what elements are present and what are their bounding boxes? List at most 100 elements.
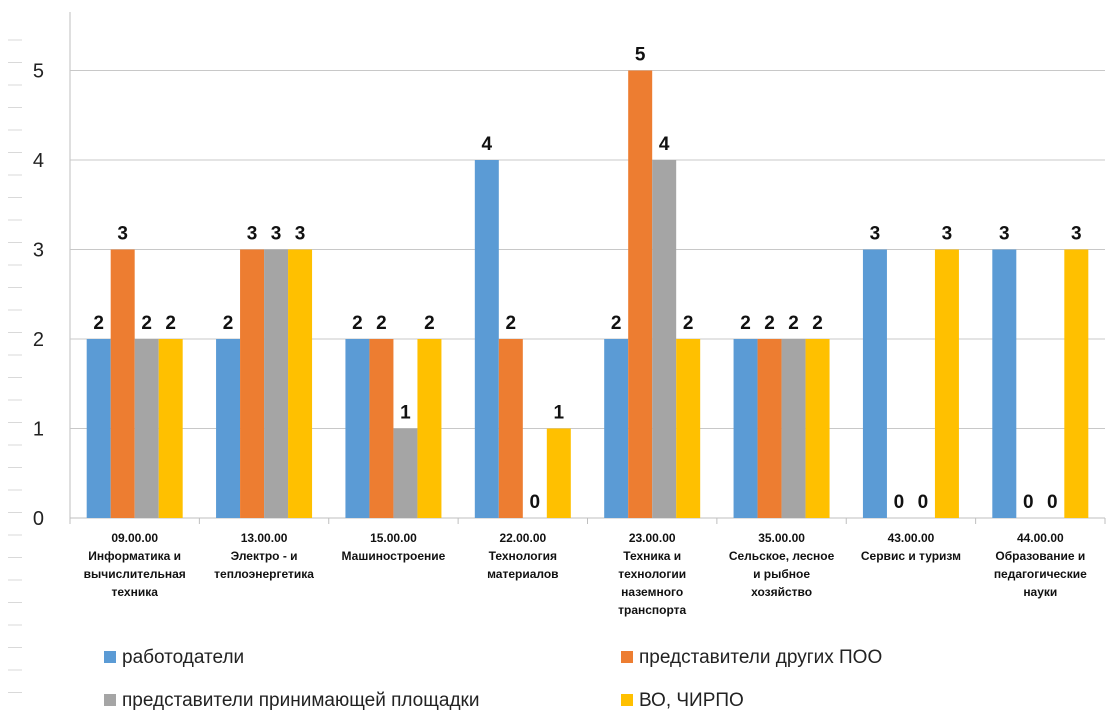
bar <box>805 339 830 518</box>
legend-swatch <box>621 651 633 663</box>
bar <box>652 160 677 518</box>
data-label: 2 <box>223 313 234 334</box>
bar <box>934 249 959 518</box>
x-tick-label: и рыбное <box>753 567 810 581</box>
x-tick-label: материалов <box>487 567 559 581</box>
x-tick-label: Сервис и туризм <box>861 549 961 563</box>
data-label: 3 <box>1071 224 1082 245</box>
bar <box>604 339 629 518</box>
x-tick-label: Электро - и <box>231 549 298 563</box>
x-tick-label: педагогические <box>994 567 1087 581</box>
bar <box>240 249 265 518</box>
data-label: 2 <box>611 313 622 334</box>
bar <box>781 339 806 518</box>
bar <box>345 339 370 518</box>
bar <box>628 70 653 518</box>
data-label: 0 <box>894 492 905 513</box>
data-label: 1 <box>554 403 565 424</box>
data-label: 3 <box>942 224 953 245</box>
x-tick-label: 43.00.00 <box>888 531 935 545</box>
data-label: 2 <box>764 313 775 334</box>
data-label: 2 <box>141 313 152 334</box>
legend-label: представители других ПОО <box>639 647 882 668</box>
y-tick-label: 3 <box>33 240 44 262</box>
y-tick-label: 0 <box>33 508 44 530</box>
y-tick-label: 5 <box>33 61 44 83</box>
bar <box>474 160 499 518</box>
data-label: 2 <box>93 313 104 334</box>
x-tick-label: Образование и <box>995 549 1085 563</box>
bar <box>216 339 241 518</box>
bar <box>134 339 159 518</box>
x-tick-label: 35.00.00 <box>758 531 805 545</box>
data-label: 4 <box>659 134 670 155</box>
bar <box>158 339 183 518</box>
bar <box>393 428 418 518</box>
bar <box>110 249 135 518</box>
data-label: 5 <box>635 45 646 66</box>
x-tick-label: теплоэнергетика <box>214 567 314 581</box>
legend-label: работодатели <box>122 647 244 668</box>
x-tick-label: 23.00.00 <box>629 531 676 545</box>
x-tick-label: 13.00.00 <box>241 531 288 545</box>
data-label: 0 <box>530 492 541 513</box>
bar <box>733 339 758 518</box>
data-label: 3 <box>999 224 1010 245</box>
data-label: 3 <box>117 224 128 245</box>
data-label: 2 <box>812 313 823 334</box>
x-tick-label: 44.00.00 <box>1017 531 1064 545</box>
data-label: 2 <box>788 313 799 334</box>
x-tick-label: 15.00.00 <box>370 531 417 545</box>
y-tick-label: 2 <box>33 329 44 351</box>
legend-swatch <box>621 694 633 706</box>
legend-label: ВО, ЧИРПО <box>639 690 744 711</box>
bar <box>417 339 442 518</box>
x-tick-label: хозяйство <box>751 585 812 599</box>
bar <box>264 249 289 518</box>
data-label: 0 <box>1023 492 1034 513</box>
bar <box>862 249 887 518</box>
x-tick-label: Технология <box>489 549 557 563</box>
data-label: 3 <box>271 224 282 245</box>
data-label: 4 <box>482 134 493 155</box>
bar <box>757 339 782 518</box>
y-tick-label: 1 <box>33 419 44 441</box>
legend-swatch <box>104 651 116 663</box>
data-label: 2 <box>424 313 435 334</box>
bar <box>546 428 571 518</box>
bar <box>498 339 523 518</box>
x-tick-label: технологии <box>618 567 686 581</box>
x-tick-label: 22.00.00 <box>499 531 546 545</box>
x-tick-label: Информатика и <box>88 549 181 563</box>
x-tick-label: Сельское, лесное <box>729 549 835 563</box>
bar <box>992 249 1017 518</box>
data-label: 2 <box>740 313 751 334</box>
bar <box>288 249 313 518</box>
data-label: 2 <box>352 313 363 334</box>
bar <box>86 339 111 518</box>
legend-label: представители принимающей площадки <box>122 690 479 711</box>
bar <box>1064 249 1089 518</box>
data-label: 2 <box>165 313 176 334</box>
data-label: 3 <box>247 224 258 245</box>
x-tick-label: вычислительная <box>84 567 186 581</box>
legend-swatch <box>104 694 116 706</box>
x-tick-label: науки <box>1023 585 1057 599</box>
bar <box>676 339 701 518</box>
data-label: 3 <box>295 224 306 245</box>
data-label: 1 <box>400 403 411 424</box>
data-label: 2 <box>376 313 387 334</box>
data-label: 0 <box>1047 492 1058 513</box>
data-label: 0 <box>918 492 929 513</box>
x-tick-label: Машиностроение <box>342 549 446 563</box>
data-label: 2 <box>683 313 694 334</box>
x-tick-label: транспорта <box>618 603 686 617</box>
data-label: 3 <box>870 224 881 245</box>
y-tick-label: 4 <box>33 150 44 172</box>
data-label: 2 <box>506 313 517 334</box>
bar <box>369 339 394 518</box>
x-tick-label: 09.00.00 <box>111 531 158 545</box>
x-tick-label: Техника и <box>623 549 681 563</box>
